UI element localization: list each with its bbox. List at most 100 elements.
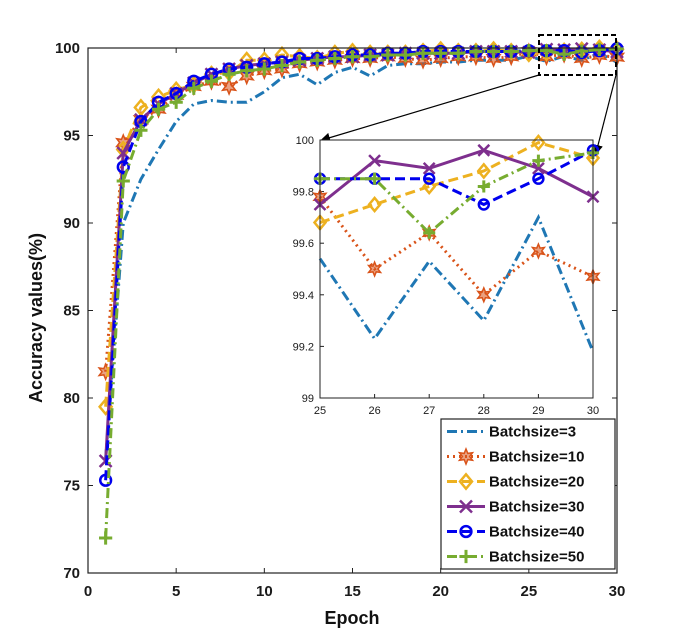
x-tick-label: 0 (84, 583, 92, 600)
zoom-rectangle (538, 34, 617, 76)
zoom-arrow-right (593, 74, 617, 155)
inset-data-point (422, 177, 437, 195)
data-point (293, 55, 307, 69)
inset-series-line (320, 151, 594, 235)
y-axis-label: Accuracy values(%) (26, 233, 46, 403)
data-point (398, 48, 412, 62)
inset-y-tick-label: 99.8 (293, 187, 314, 199)
inset-x-tick-label: 27 (423, 405, 435, 417)
inset-data-point (477, 180, 490, 193)
data-point (116, 160, 130, 174)
inset-series-line (319, 140, 594, 224)
data-point (522, 44, 536, 58)
y-tick-label: 70 (63, 565, 80, 582)
data-point (345, 50, 360, 64)
legend-label: Batchsize=30 (489, 499, 584, 516)
data-point (116, 174, 130, 188)
data-point (416, 46, 430, 60)
inset-x-tick-label: 26 (368, 405, 380, 417)
legend-label: Batchsize=40 (489, 524, 584, 541)
inset-series-line (318, 213, 595, 353)
zoom-region (320, 34, 617, 155)
inset-x-tick-label: 28 (478, 405, 490, 417)
plot-frame (87, 47, 618, 574)
y-tick-label: 75 (63, 478, 80, 495)
data-point (592, 42, 606, 56)
inset-y-tick-label: 99.2 (293, 341, 314, 353)
data-point (187, 81, 201, 95)
legend-marker (459, 499, 473, 514)
data-point (451, 46, 465, 60)
data-point (328, 51, 342, 66)
inset-data-point (368, 154, 381, 168)
inset-data-point (532, 154, 545, 167)
x-tick-label: 20 (432, 583, 449, 600)
data-point (434, 46, 448, 60)
inset-y-tick-label: 99.6 (293, 238, 314, 250)
legend-item-batchsize-50: Batchsize=50 (447, 549, 584, 566)
legend: Batchsize=3 Batchsize=10 Batchsize=20 Batch… (440, 418, 616, 570)
series-line (104, 51, 618, 460)
data-point (204, 74, 219, 88)
legend-label: Batchsize=10 (489, 449, 584, 466)
legend-label: Batchsize=3 (489, 424, 576, 441)
inset-x-tick-label: 29 (532, 405, 544, 417)
x-tick-label: 25 (520, 583, 537, 600)
data-point (469, 44, 483, 59)
data-point (222, 67, 236, 81)
data-point (133, 98, 149, 117)
x-tick-label: 5 (172, 583, 180, 600)
data-point (220, 77, 238, 96)
x-tick-label: 10 (256, 583, 273, 600)
data-point (134, 123, 148, 137)
y-tick-label: 100 (55, 40, 80, 57)
inset-y-tick-label: 100 (296, 135, 314, 147)
inset-data-point (367, 195, 382, 214)
y-tick-label: 80 (63, 390, 80, 407)
legend-item-batchsize-30: Batchsize=30 (447, 499, 584, 516)
legend-marker (458, 472, 474, 491)
inset-data-point (423, 226, 436, 239)
legend-item-batchsize-10: Batchsize=10 (447, 447, 584, 466)
inset-series-batchsize-10 (312, 187, 601, 304)
y-tick-label: 95 (63, 128, 80, 145)
data-point (504, 44, 518, 59)
legend-item-batchsize-3: Batchsize=3 (447, 424, 576, 441)
series-batchsize-3 (104, 51, 618, 460)
data-point (151, 102, 166, 116)
data-point (257, 62, 271, 76)
inset-y-tick-label: 99.4 (293, 290, 314, 302)
data-point (275, 58, 289, 73)
legend-marker (457, 447, 475, 466)
inset-data-point (476, 162, 491, 180)
data-point (169, 95, 183, 109)
inset-data-point (422, 161, 436, 175)
data-point (240, 64, 254, 78)
inset-series-line (318, 195, 594, 297)
legend-marker (459, 549, 473, 564)
y-tick-label: 85 (63, 303, 80, 320)
inset-data-point (477, 198, 490, 211)
data-point (363, 50, 377, 64)
inset-data-point (532, 172, 545, 185)
inset-data-point (477, 143, 491, 157)
legend-item-batchsize-20: Batchsize=20 (447, 472, 584, 491)
inset-background (320, 140, 593, 398)
data-point (486, 44, 501, 59)
inset-data-point (423, 172, 436, 185)
zoom-arrow-left (320, 74, 540, 143)
data-point (381, 48, 395, 62)
data-point (310, 53, 324, 67)
data-point (575, 44, 589, 58)
inset-plot-area: 25 26 27 28 29 30 99 99.2 99.4 99.6 99.8 100 (293, 134, 601, 417)
legend-label: Batchsize=20 (489, 474, 584, 491)
inset-data-point (366, 260, 383, 278)
inset-x-tick-label: 30 (587, 405, 599, 417)
legend-box (440, 418, 616, 570)
legend-item-batchsize-40: Batchsize=40 (447, 524, 584, 541)
inset-data-point (532, 161, 545, 175)
inset-data-point (368, 172, 381, 185)
series-batchsize-50 (99, 42, 624, 545)
inset-data-point (476, 285, 492, 304)
